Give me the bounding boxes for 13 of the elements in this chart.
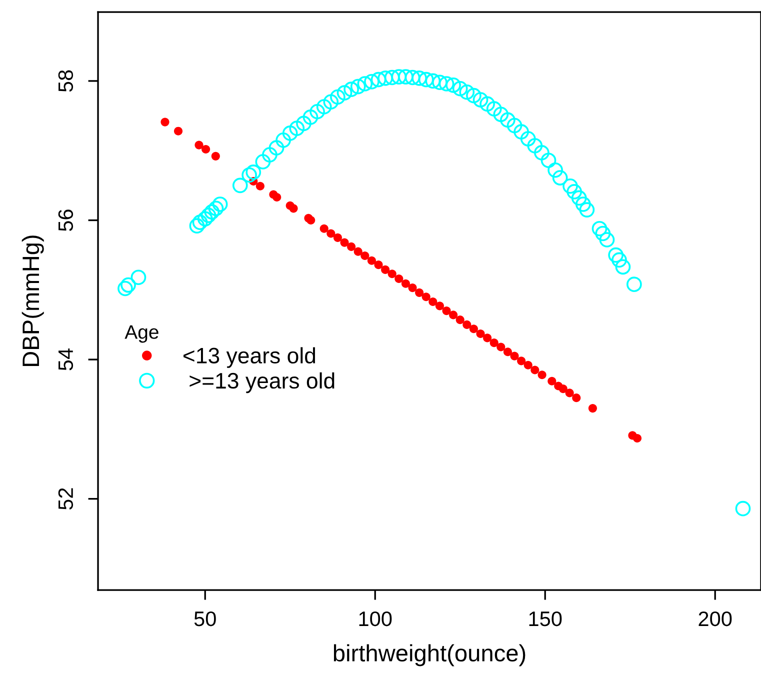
x-tick-label: 200 <box>698 611 732 626</box>
y-tick-label: 54 <box>58 348 74 370</box>
x-tick-label: 150 <box>529 611 562 626</box>
x-tick-label: 100 <box>359 611 392 626</box>
x-axis-title: birthweight(ounce) <box>334 644 526 666</box>
y-axis-title: DBP(mmHg) <box>22 236 44 366</box>
y-tick-label: 52 <box>58 488 74 510</box>
x-tick-label: 50 <box>194 611 216 626</box>
y-tick-label: 56 <box>58 210 74 232</box>
legend-label: >=13 years old <box>190 372 334 394</box>
legend-label: <13 years old <box>184 347 316 368</box>
legend-title: Age <box>124 325 158 343</box>
y-tick-label: 58 <box>58 70 74 92</box>
